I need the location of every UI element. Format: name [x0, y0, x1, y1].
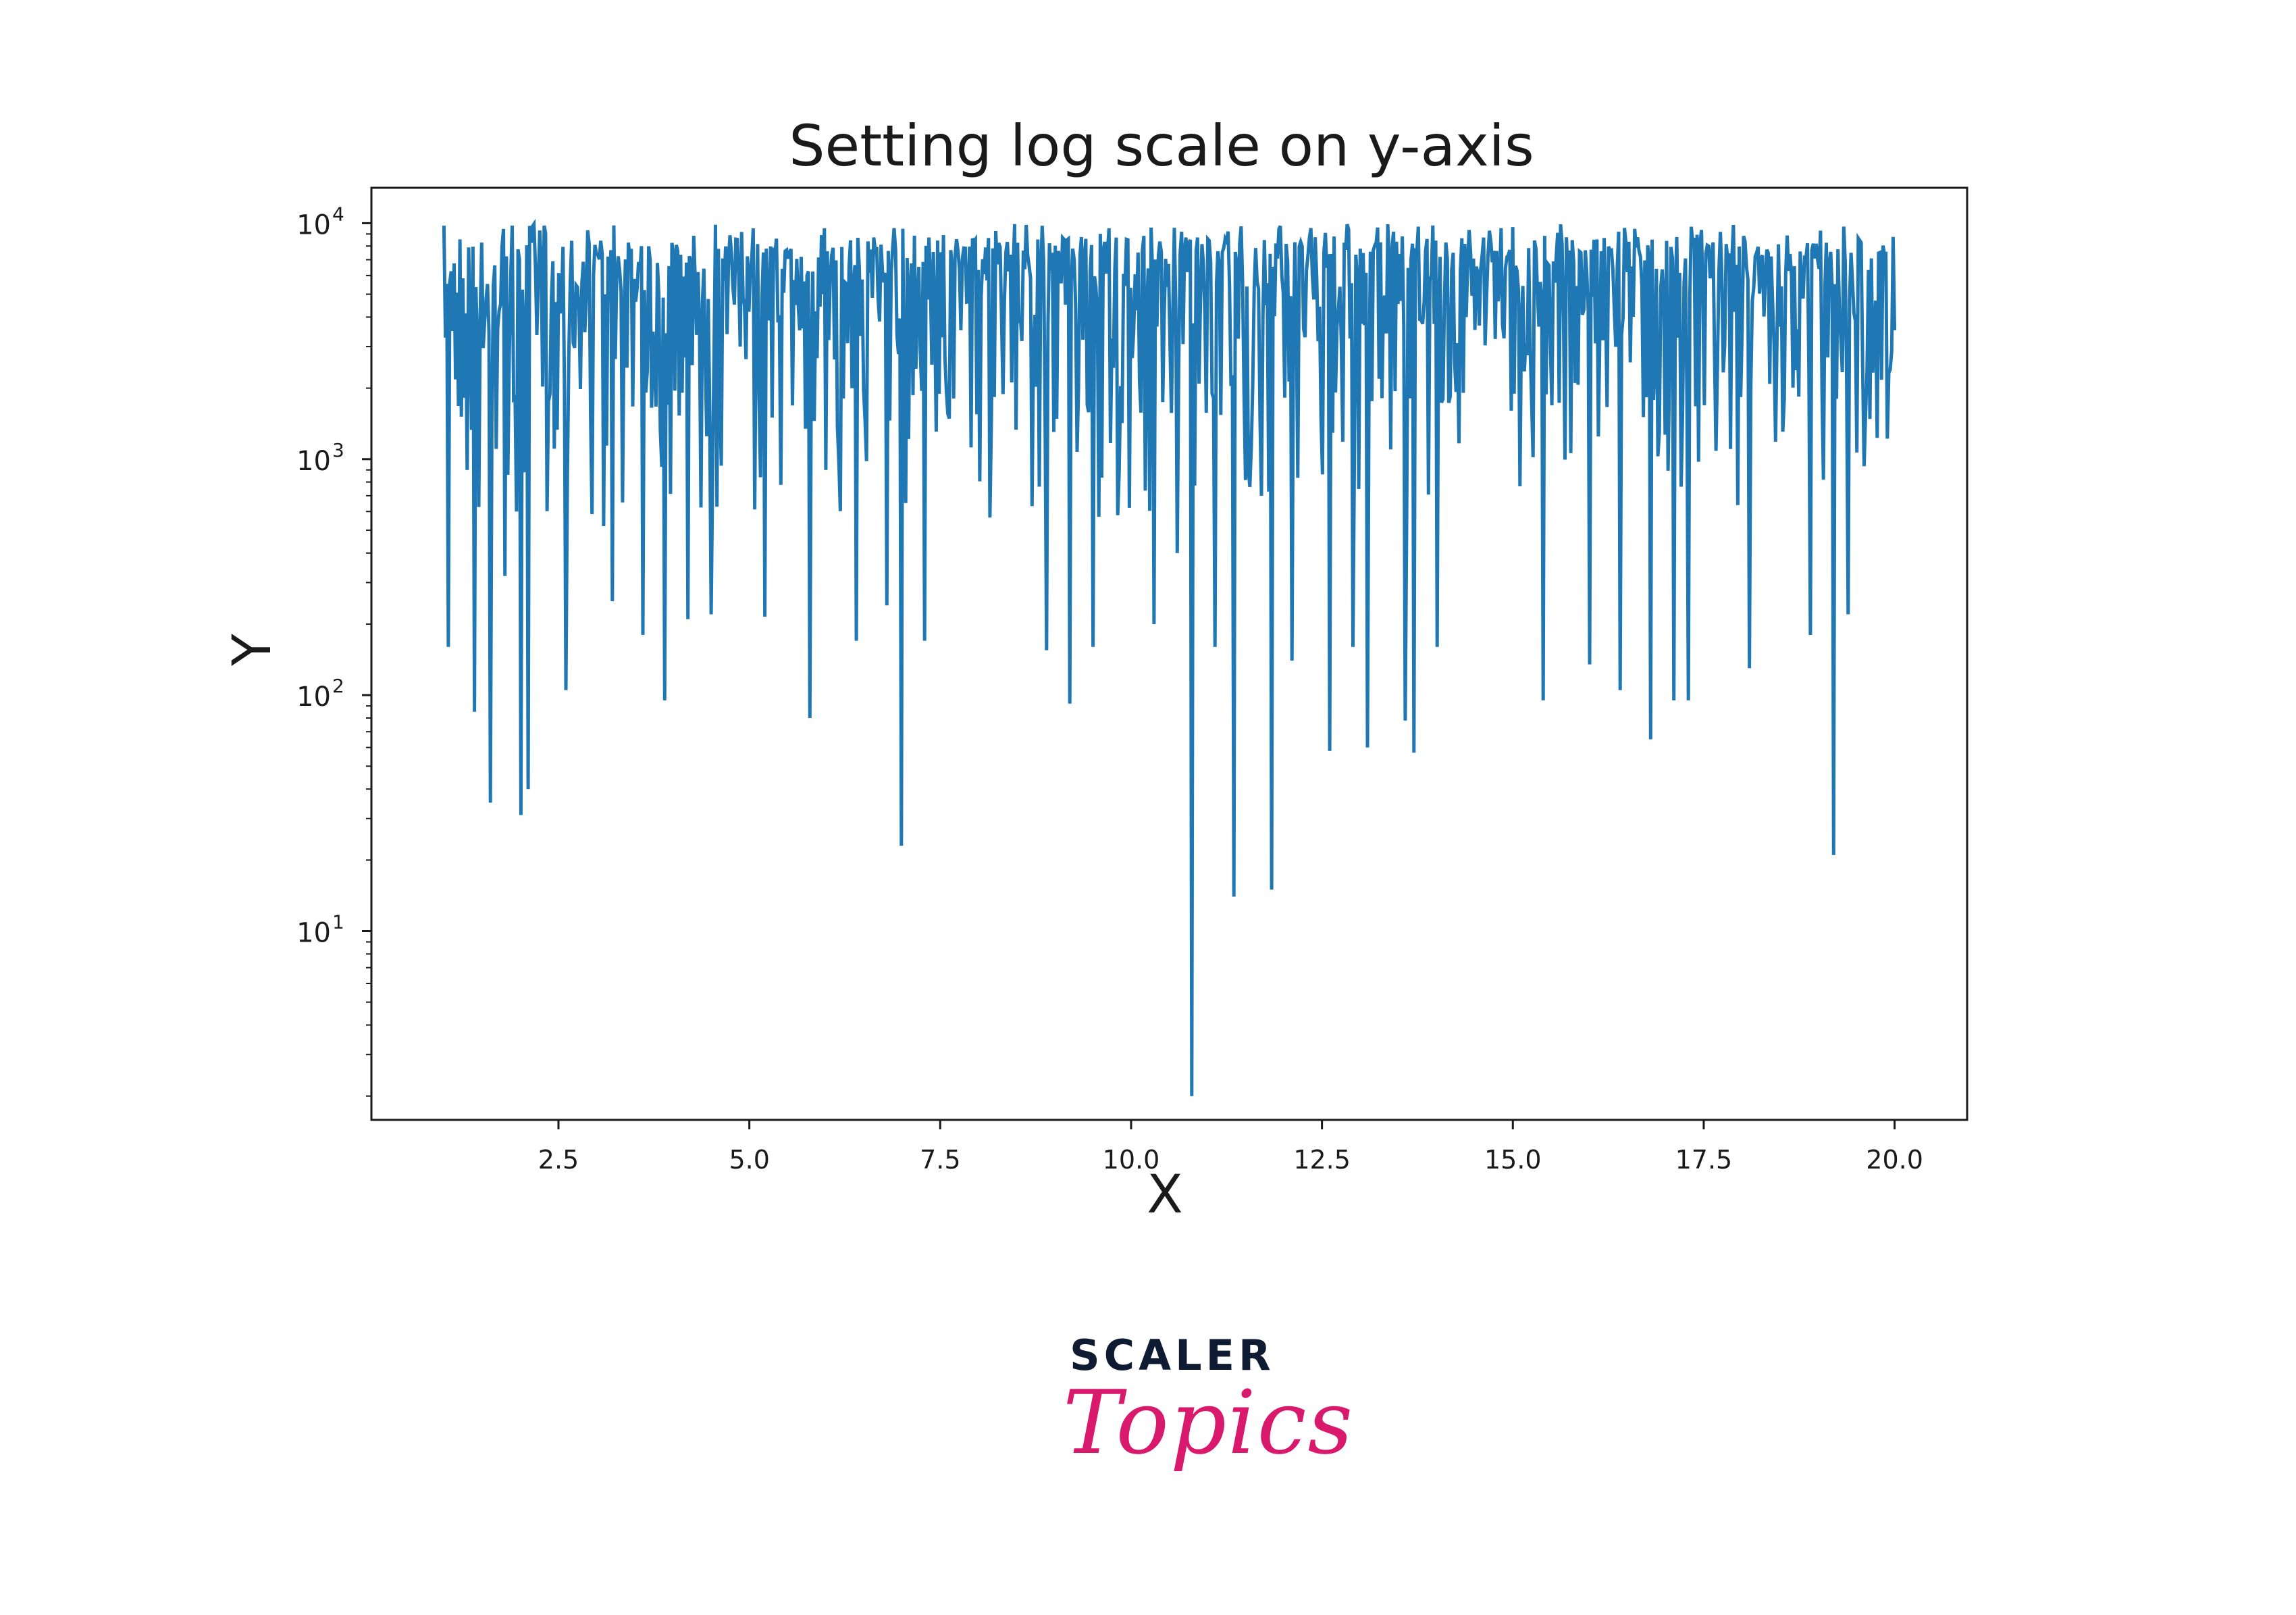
plot-frame [370, 186, 1968, 1121]
y-tick-label: 10 [296, 682, 331, 713]
x-tick-label: 10.0 [1103, 1145, 1160, 1175]
x-tick-label: 5.0 [729, 1145, 769, 1175]
x-tick-label: 17.5 [1675, 1145, 1733, 1175]
logo-scaler-text: SCALER [1070, 1331, 1275, 1380]
y-tick-exponent: 3 [332, 439, 344, 461]
scaler-topics-logo: SCALER Topics [1053, 1324, 1353, 1520]
y-tick-label: 10 [296, 209, 331, 240]
y-tick-label: 10 [296, 446, 331, 477]
y-axis-label: Y [222, 634, 283, 667]
y-tick-exponent: 2 [332, 675, 344, 697]
x-tick-label: 2.5 [538, 1145, 579, 1175]
chart-title: Setting log scale on y-axis [789, 113, 1534, 179]
y-tick-exponent: 1 [332, 911, 344, 933]
y-tick-exponent: 4 [332, 203, 344, 225]
logo-topics-text: Topics [1063, 1371, 1355, 1474]
x-tick-label: 12.5 [1293, 1145, 1351, 1175]
x-tick-label: 20.0 [1866, 1145, 1923, 1175]
x-tick-label: 7.5 [920, 1145, 960, 1175]
y-tick-label: 10 [296, 918, 331, 949]
plot-area [442, 218, 1897, 1096]
x-tick-label: 15.0 [1484, 1145, 1542, 1175]
x-axis-label: X [1147, 1164, 1182, 1225]
data-series-line [442, 218, 1897, 1096]
